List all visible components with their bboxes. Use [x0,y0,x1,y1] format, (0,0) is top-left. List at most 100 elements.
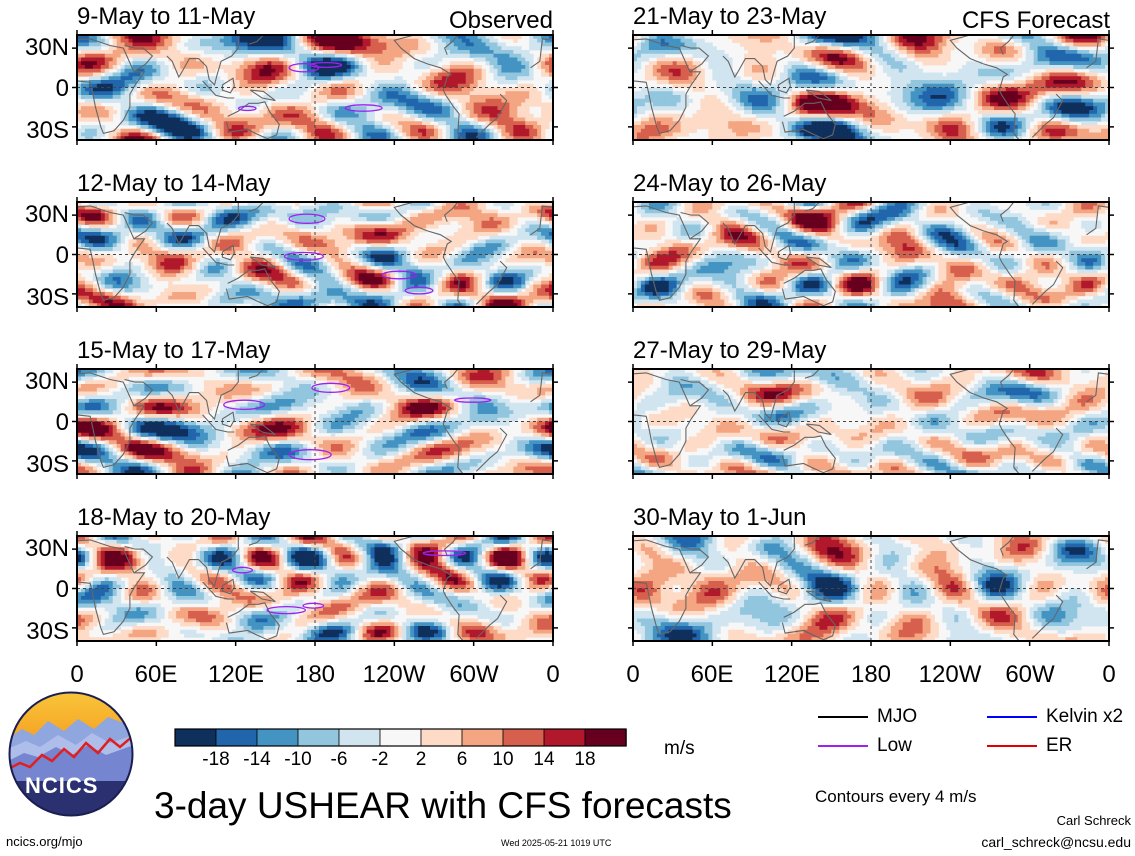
units-label: m/s [664,738,695,760]
cbar-label-m14: -14 [243,750,270,770]
coastline-segment [443,202,459,222]
colorbar-swatch-6 [420,728,463,747]
colorbar-swatch-8 [502,728,545,747]
coastline-segment [124,378,154,407]
coastline-segment [393,202,464,307]
low-contour [288,213,326,224]
coastline-segment [633,38,702,135]
coastline-segment [475,93,508,138]
cbar-label-2: 2 [416,750,427,770]
coastline-segment [722,369,795,420]
low-contour [309,61,343,69]
contour-note: Contours every 4 m/s [815,787,977,807]
colorbar-swatch-4 [338,728,381,747]
coastline-segment [475,427,508,472]
lat-tick-30n-4: 30N [9,537,69,561]
coastline-segment [77,38,146,135]
low-contour [288,449,332,461]
lat-tick-30n-1: 30N [9,36,69,60]
colorbar-swatch-2 [256,728,299,747]
coastline-segment [530,205,553,236]
coastline-segment [248,369,264,379]
cbar-label-14: 14 [533,750,554,770]
lon-tick-right-180: 180 [851,663,891,687]
lat-tick-0-3: 0 [9,411,69,435]
coastline-segment [722,202,795,253]
panel-title-3: 15-May to 17-May [77,339,270,363]
lon-tick-left-0: 0 [70,663,83,687]
map-panel-4 [72,531,558,646]
lon-tick-right-0: 0 [626,663,639,687]
legend [818,716,1037,747]
coastline-segment [1086,372,1109,403]
panel-title-8: 30-May to 1-Jun [633,506,806,530]
shear-field-6 [633,202,1109,307]
legend-label-er: ER [1046,736,1072,756]
lat-tick-30s-3: 30S [9,453,69,477]
coastline-segment [443,35,459,55]
coastlines-7 [633,369,1109,474]
coastline-segment [777,578,791,595]
lon-tick-right-120e: 120E [764,663,820,687]
panels-layer [72,30,1114,646]
author-name: Carl Schreck [1057,813,1131,828]
shear-field-7 [633,369,1109,474]
lat-tick-0-1: 0 [9,77,69,101]
low-contour [302,602,325,609]
lat-tick-30s-1: 30S [9,119,69,143]
ncics-logo [8,691,134,817]
coastlines-3 [77,369,553,474]
low-contour [344,104,383,112]
coastline-segment [777,411,791,428]
coastline-segment [758,414,791,433]
shear-field-2 [77,202,553,307]
colorbar-swatch-10 [584,728,627,747]
map-panel-7 [628,364,1114,479]
colorbar-swatch-3 [297,728,340,747]
coastline-segment [124,44,154,73]
cbar-label-6: 6 [457,750,468,770]
coastline-segment [781,435,836,474]
coastline-segment [202,80,235,99]
coastline-segment [805,89,832,102]
panel-title-1: 9-May to 11-May [77,5,255,29]
coastline-segment [1031,427,1064,472]
coastline-segment [248,202,264,212]
panel-title-4: 18-May to 20-May [77,506,270,530]
low-contour [283,251,324,261]
coastline-segment [225,101,280,140]
coastline-segment [248,35,264,45]
coastline-segment [1086,38,1109,69]
coastline-segment [1031,260,1064,305]
coastline-segment [999,536,1015,556]
map-panel-8 [628,531,1114,646]
author-email[interactable]: carl_schreck@ncsu.edu [981,834,1131,850]
lon-tick-right-60e: 60E [691,663,734,687]
low-contour [231,566,254,574]
colorbar-swatch-9 [543,728,586,747]
shear-field-4 [77,536,553,641]
lat-tick-30n-2: 30N [9,203,69,227]
coastline-segment [443,536,459,556]
coastline-segment [248,536,264,546]
coastline-segment [777,77,791,94]
coastline-segment [530,539,553,570]
coastline-segment [475,594,508,639]
coastline-segment [77,539,146,636]
coastline-segment [758,80,791,99]
panel-title-6: 24-May to 26-May [633,172,826,196]
website-link[interactable]: ncics.org/mjo [6,834,83,849]
colorbar-frame [174,728,627,747]
panel-title-5: 21-May to 23-May [633,5,826,29]
panel-tag-cfs-forecast: CFS Forecast [900,9,1110,33]
map-panel-5 [628,30,1114,145]
coastline-segment [530,38,553,69]
lat-tick-30s-2: 30S [9,286,69,310]
panel-tag-observed: Observed [400,9,553,33]
colorbar-swatch-1 [215,728,258,747]
lat-tick-30s-4: 30S [9,620,69,644]
lat-tick-0-4: 0 [9,578,69,602]
lat-tick-0-2: 0 [9,244,69,268]
colorbar-swatch-0 [174,728,217,747]
